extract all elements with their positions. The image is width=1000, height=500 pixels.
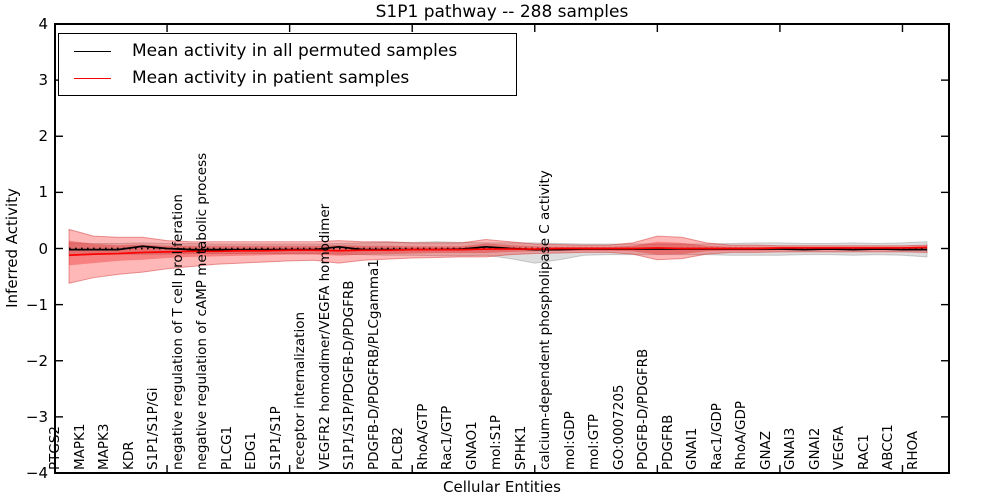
x-tick-label: PDGFRB	[659, 414, 676, 470]
x-tick-label: GNAZ	[757, 430, 774, 470]
x-tick-label: negative regulation of T cell proliferat…	[169, 194, 186, 470]
x-tick-label: Rac1/GDP	[708, 403, 725, 470]
chart-title: S1P1 pathway -- 288 samples	[375, 2, 629, 22]
y-tick-label: 3	[38, 71, 48, 90]
x-tick-label: PTGS2	[47, 425, 63, 470]
y-tick-label: −3	[25, 407, 48, 426]
x-tick-label: RHOA	[905, 430, 921, 470]
x-tick-label: mol:S1P	[488, 414, 505, 470]
y-tick-label: 0	[38, 239, 48, 258]
patient-line-swatch	[74, 77, 111, 79]
x-tick-label: RAC1	[855, 434, 872, 470]
x-tick-label: RhoA/GDP	[733, 401, 750, 470]
x-tick-label: calcium-dependent phospholipase C activi…	[537, 170, 554, 470]
legend: Mean activity in all permuted samples Me…	[58, 33, 517, 96]
x-tick-label: PDGFB-D/PDGFRB/PLCgamma1	[365, 259, 382, 470]
y-tick-label: −1	[25, 295, 48, 314]
x-tick-label: GNAI3	[782, 427, 799, 470]
x-tick-label: S1P1/S1P	[267, 406, 284, 470]
x-tick-label: negative regulation of cAMP metabolic pr…	[194, 152, 211, 470]
permuted-line-swatch	[74, 50, 111, 52]
patient-std-inner-band	[69, 240, 927, 266]
x-tick-label: mol:GDP	[561, 411, 578, 470]
y-tick-label: 2	[38, 127, 48, 146]
y-tick-label: 1	[38, 183, 48, 202]
y-tick-label: 4	[38, 15, 48, 33]
y-axis-label: Inferred Activity	[3, 188, 21, 308]
x-tick-label: MAPK3	[96, 423, 113, 470]
x-tick-label: Rac1/GTP	[439, 405, 456, 470]
x-tick-label: receptor internalization	[292, 311, 309, 470]
patient-std-outer-band	[68, 228, 928, 284]
x-tick-label: PLCB2	[390, 427, 407, 470]
x-tick-label: S1P1/S1P/PDGFB-D/PDGFRB	[341, 280, 358, 470]
x-axis-label: Cellular Entities	[443, 478, 561, 496]
x-tick-label: GNAO1	[463, 421, 480, 470]
legend-label-patient: Mean activity in patient samples	[132, 68, 410, 88]
x-tick-label: S1P1/S1P/Gi	[145, 387, 162, 471]
x-tick-label: GNAI1	[684, 427, 701, 470]
x-tick-label: RhoA/GTP	[414, 403, 431, 470]
x-tick-label: ABCC1	[880, 424, 897, 470]
x-tick-label: PDGFB-D/PDGFRB	[635, 348, 652, 470]
x-tick-label: PLCG1	[218, 425, 235, 470]
mean-permuted-line	[69, 245, 927, 251]
legend-label-permuted: Mean activity in all permuted samples	[132, 41, 458, 61]
x-tick-label: GNAI2	[806, 427, 823, 470]
x-tick-label: KDR	[120, 441, 137, 470]
x-tick-label: mol:GTP	[586, 413, 603, 470]
x-tick-label: MAPK1	[71, 423, 88, 470]
mean-patient-line	[68, 246, 928, 257]
permuted-std-band	[68, 241, 928, 264]
y-tick-label: −2	[25, 351, 48, 370]
legend-row-permuted: Mean activity in all permuted samples	[59, 41, 516, 61]
x-tick-label: SPHK1	[512, 425, 529, 470]
x-tick-label: VEGFR2 homodimer/VEGFA homodimer	[316, 203, 333, 470]
y-tick-label: −4	[25, 464, 48, 482]
legend-row-patient: Mean activity in patient samples	[59, 68, 516, 88]
x-tick-label: GO:0007205	[610, 384, 627, 470]
x-tick-label: VEGFA	[831, 426, 848, 470]
x-tick-label: EDG1	[243, 432, 260, 470]
